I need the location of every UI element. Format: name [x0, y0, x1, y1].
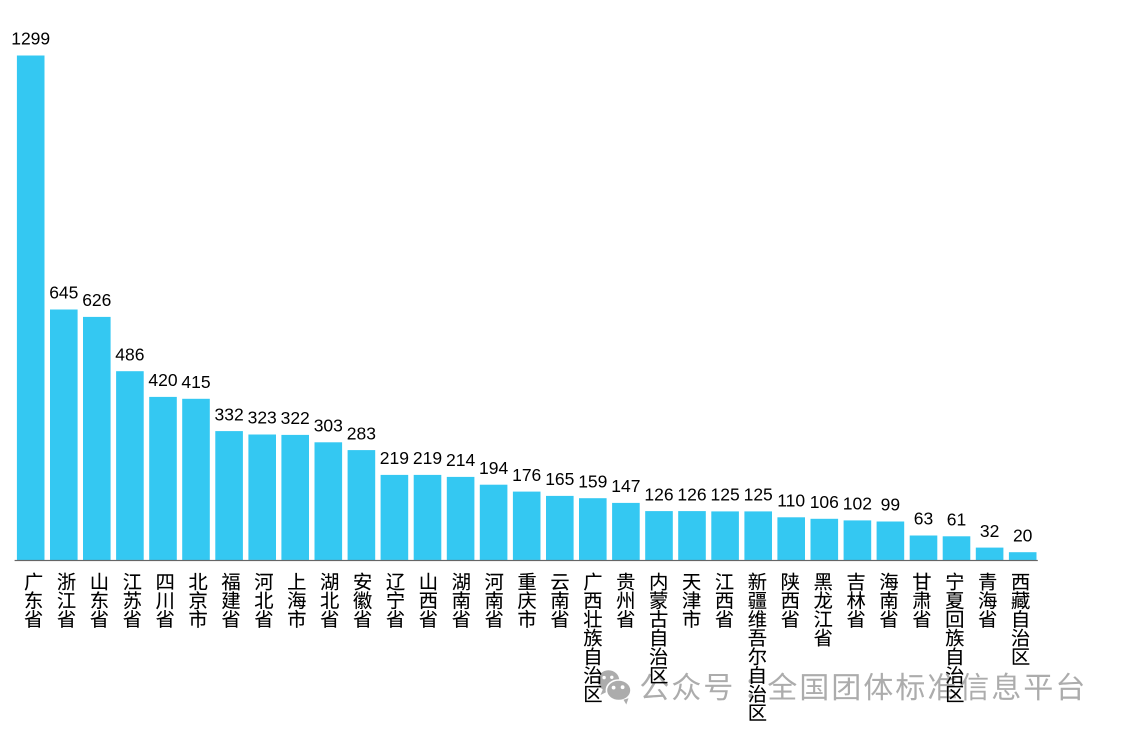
svg-text:102: 102 [843, 494, 872, 514]
svg-text:63: 63 [914, 509, 933, 529]
svg-text:322: 322 [281, 408, 310, 428]
svg-text:61: 61 [947, 510, 966, 530]
svg-text:194: 194 [479, 458, 508, 478]
svg-text:486: 486 [115, 344, 144, 364]
svg-text:20: 20 [1013, 525, 1033, 545]
svg-text:125: 125 [710, 485, 739, 505]
svg-text:283: 283 [347, 423, 376, 443]
svg-text:126: 126 [677, 484, 706, 504]
svg-text:303: 303 [314, 416, 343, 436]
svg-text:125: 125 [744, 485, 773, 505]
svg-text:32: 32 [980, 521, 999, 541]
svg-text:176: 176 [512, 465, 541, 485]
svg-text:219: 219 [380, 448, 409, 468]
svg-text:332: 332 [214, 404, 243, 424]
svg-text:99: 99 [881, 495, 900, 515]
svg-text:323: 323 [248, 408, 277, 428]
svg-text:126: 126 [644, 484, 673, 504]
svg-text:415: 415 [181, 372, 210, 392]
svg-text:626: 626 [82, 290, 111, 310]
svg-text:165: 165 [545, 469, 574, 489]
svg-text:645: 645 [49, 283, 78, 303]
svg-text:147: 147 [611, 476, 640, 496]
svg-text:420: 420 [148, 370, 177, 390]
svg-text:214: 214 [446, 450, 475, 470]
svg-text:1299: 1299 [11, 29, 50, 49]
svg-text:110: 110 [777, 491, 805, 511]
svg-text:159: 159 [578, 471, 607, 491]
svg-text:106: 106 [810, 492, 839, 512]
svg-text:219: 219 [413, 448, 442, 468]
